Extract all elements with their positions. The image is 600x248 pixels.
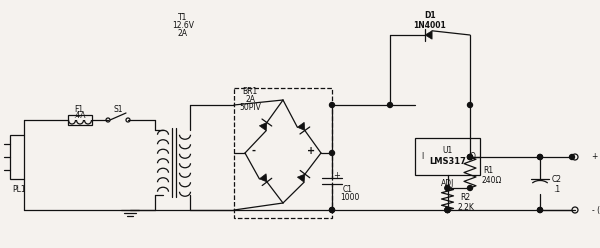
Text: 2.2K: 2.2K [457, 203, 474, 212]
Text: C1: C1 [343, 186, 353, 194]
Text: 2A: 2A [245, 94, 255, 103]
Text: F1: F1 [74, 104, 83, 114]
Polygon shape [259, 174, 267, 182]
Text: D1: D1 [424, 11, 436, 21]
Circle shape [569, 155, 575, 159]
Bar [10, 135, 24, 179]
Circle shape [329, 208, 335, 213]
Circle shape [445, 186, 450, 190]
Text: 12.6V: 12.6V [172, 22, 194, 31]
Circle shape [445, 186, 450, 190]
Text: -: - [251, 146, 255, 156]
Text: 240Ω: 240Ω [482, 176, 502, 185]
Circle shape [538, 155, 542, 159]
Circle shape [329, 208, 335, 213]
Polygon shape [425, 31, 432, 39]
Text: .1: .1 [553, 185, 560, 194]
Text: T1: T1 [178, 13, 188, 23]
Circle shape [445, 208, 450, 213]
Text: I: I [421, 152, 423, 161]
Text: R1: R1 [483, 166, 493, 175]
Text: 2A: 2A [178, 30, 188, 38]
Text: R2: R2 [460, 192, 470, 201]
Text: +: + [307, 146, 315, 156]
Bar [234, 88, 332, 218]
Text: + (RED): + (RED) [592, 153, 600, 161]
Circle shape [329, 102, 335, 107]
Circle shape [538, 155, 542, 159]
Text: 50PIV: 50PIV [239, 102, 261, 112]
Circle shape [467, 186, 473, 190]
Circle shape [538, 208, 542, 213]
Polygon shape [298, 122, 305, 130]
Polygon shape [259, 123, 267, 131]
Circle shape [445, 208, 450, 213]
Circle shape [445, 208, 450, 213]
Text: - (BLACK): - (BLACK) [592, 206, 600, 215]
Text: +: + [334, 171, 340, 180]
Circle shape [467, 155, 473, 159]
Text: .4A: .4A [73, 112, 85, 121]
Text: LMS317: LMS317 [429, 157, 466, 166]
Circle shape [329, 151, 335, 155]
Text: PL1: PL1 [12, 185, 26, 193]
Circle shape [445, 208, 450, 213]
Circle shape [538, 208, 542, 213]
Circle shape [467, 102, 473, 107]
Text: C2: C2 [552, 175, 562, 184]
Polygon shape [298, 174, 305, 182]
Bar [68, 115, 92, 125]
Circle shape [388, 102, 392, 107]
Text: S1: S1 [113, 105, 123, 115]
Text: ADJ: ADJ [441, 180, 454, 188]
Text: 1000: 1000 [340, 193, 359, 203]
Text: BR1: BR1 [242, 87, 257, 95]
Text: U1: U1 [442, 146, 452, 155]
Text: 1N4001: 1N4001 [413, 21, 446, 30]
Circle shape [467, 155, 473, 159]
Text: O: O [470, 152, 476, 161]
Bar [415, 138, 480, 175]
Circle shape [467, 155, 473, 159]
